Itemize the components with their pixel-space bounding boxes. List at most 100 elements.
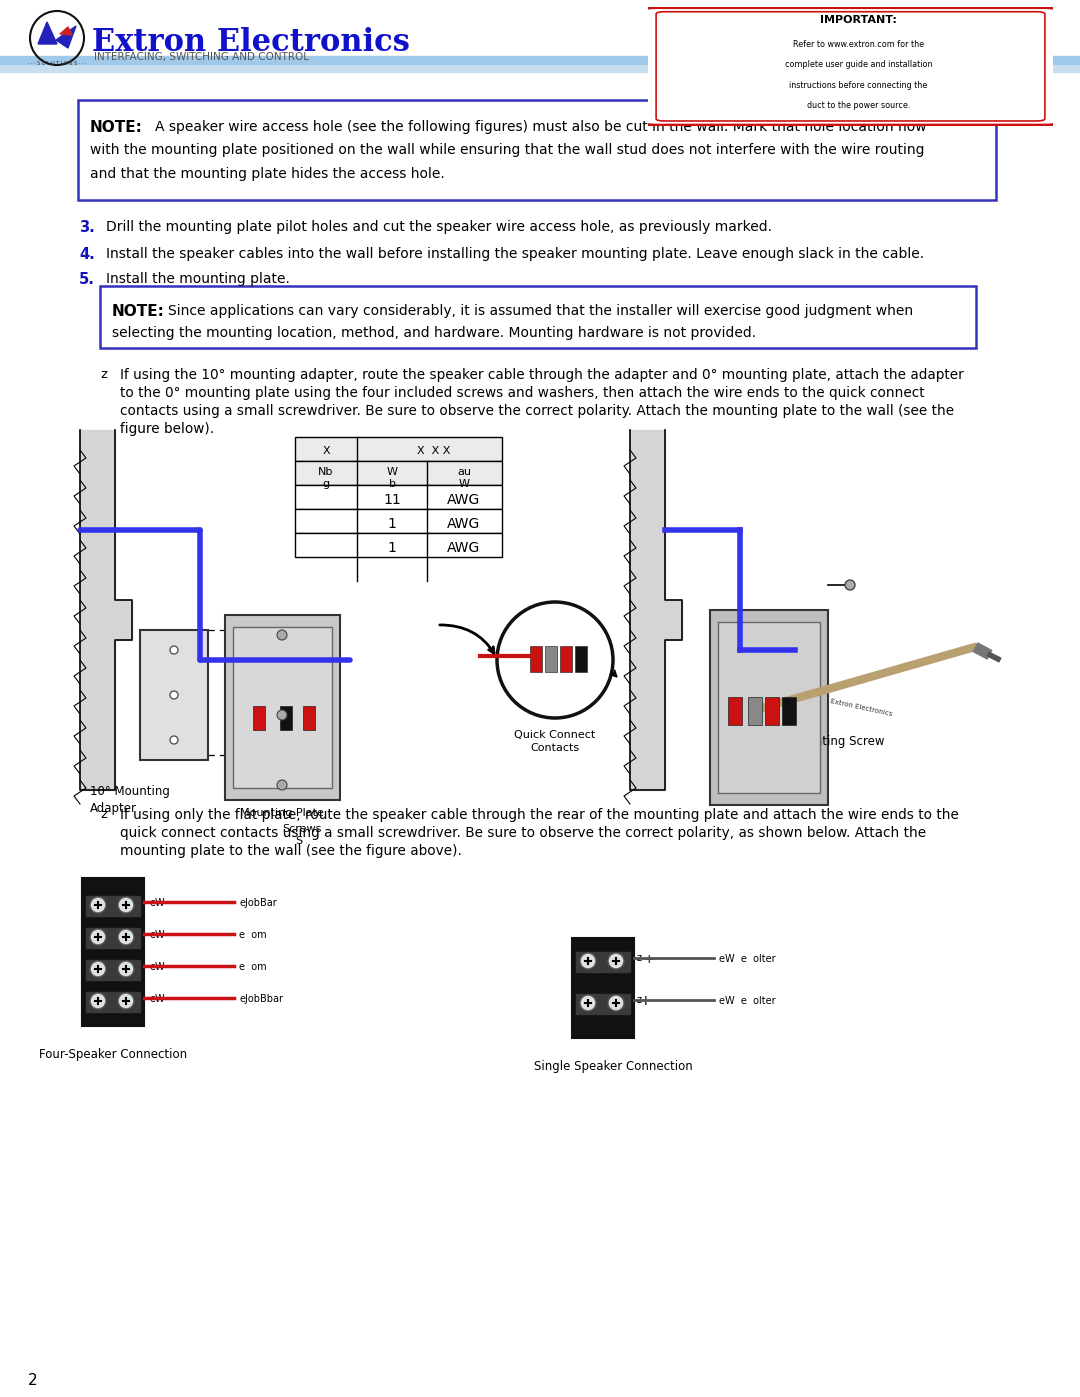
Circle shape [118,929,134,944]
Circle shape [276,630,287,640]
Bar [233,627,332,788]
Text: Mounting Plate: Mounting Plate [240,807,324,819]
Text: and that the mounting plate hides the access hole.: and that the mounting plate hides the ac… [90,168,445,182]
Text: 2: 2 [28,1373,38,1389]
Bar [545,645,557,672]
Bar [100,286,976,348]
Text: Refer to www.extron.com for the: Refer to www.extron.com for the [793,41,924,49]
Circle shape [170,736,178,745]
Bar [82,877,144,1025]
Text: Mounting Screw: Mounting Screw [789,735,885,747]
Text: · · · S O L U T I O N S · · ·: · · · S O L U T I O N S · · · [28,61,86,66]
Circle shape [90,993,106,1009]
Text: z: z [100,367,107,381]
Text: 4.: 4. [79,247,95,263]
Circle shape [118,961,134,977]
Text: Single Speaker Connection: Single Speaker Connection [534,1060,692,1073]
Text: eW: eW [149,995,164,1004]
Text: eJobBbar: eJobBbar [239,995,283,1004]
Polygon shape [56,27,76,47]
Polygon shape [60,27,72,35]
Circle shape [580,953,596,970]
Text: I: I [644,995,648,1009]
Bar [295,534,502,557]
Bar [140,630,208,760]
Bar [86,895,140,916]
Text: NOTE:: NOTE: [112,305,165,319]
Bar [78,101,996,200]
Polygon shape [630,430,681,789]
Bar [728,697,742,725]
Bar [782,697,796,725]
Text: eW: eW [149,963,164,972]
Text: If using the 10° mounting adapter, route the speaker cable through the adapter a: If using the 10° mounting adapter, route… [120,367,963,381]
Text: INTERFACING, SWITCHING AND CONTROL: INTERFACING, SWITCHING AND CONTROL [94,52,309,61]
Text: mounting plate to the wall (see the figure above).: mounting plate to the wall (see the figu… [120,844,462,858]
Text: Nb
g: Nb g [319,467,334,489]
Text: X  X X: X X X [417,446,450,455]
Text: quick connect contacts using a small screwdriver. Be sure to observe the correct: quick connect contacts using a small scr… [120,826,927,840]
Text: z: z [637,995,642,1004]
Text: W
b: W b [387,467,397,489]
Bar [748,697,762,725]
Text: 5.: 5. [79,272,95,286]
Text: Extron Electronics: Extron Electronics [831,698,893,717]
Text: X: X [322,446,329,455]
Circle shape [845,580,855,590]
Text: to the 0° mounting plate using the four included screws and washers, then attach: to the 0° mounting plate using the four … [120,386,924,400]
Text: If using only the flat plate, route the speaker cable through the rear of the mo: If using only the flat plate, route the … [120,807,959,821]
Bar [0,59,1080,73]
Bar [575,645,588,672]
Bar [295,461,502,485]
Bar [530,645,542,672]
Text: z: z [637,953,642,963]
Bar [572,937,634,1038]
Circle shape [276,780,287,789]
Circle shape [580,995,596,1011]
Text: eW  e  olter: eW e olter [719,954,775,964]
Text: NOTE:: NOTE: [90,120,143,136]
Circle shape [170,645,178,654]
Text: Install the mounting plate.: Install the mounting plate. [106,272,289,286]
Text: with the mounting plate positioned on the wall while ensuring that the wall stud: with the mounting plate positioned on th… [90,142,924,156]
Text: eW: eW [149,898,164,908]
Text: IMPORTANT:: IMPORTANT: [820,15,897,25]
Text: duct to the power source.: duct to the power source. [807,101,910,110]
Text: 10° Mounting
Adapter: 10° Mounting Adapter [90,785,170,814]
Text: Four-Speaker Connection: Four-Speaker Connection [39,1048,187,1060]
Text: AWG: AWG [447,541,481,555]
Circle shape [608,953,624,970]
Text: 1: 1 [388,517,396,531]
Bar [710,610,828,805]
Bar [280,705,292,731]
Bar [303,705,315,731]
Polygon shape [80,430,132,789]
Bar [295,437,502,461]
Text: instructions before connecting the: instructions before connecting the [789,81,928,89]
Text: e  om: e om [239,963,267,972]
FancyBboxPatch shape [639,7,1061,126]
Circle shape [608,995,624,1011]
Text: eJobBar: eJobBar [239,898,276,908]
Text: AWG: AWG [447,517,481,531]
Text: selecting the mounting location, method, and hardware. Mounting hardware is not : selecting the mounting location, method,… [112,326,756,339]
Circle shape [90,961,106,977]
Bar [295,485,502,509]
Text: 3.: 3. [79,219,95,235]
Bar [86,928,140,949]
Polygon shape [38,22,57,43]
Text: Screws
S: Screws S [282,824,322,847]
Circle shape [170,692,178,698]
Text: eW  e  olter: eW e olter [719,996,775,1006]
Bar [576,951,630,972]
Text: figure below).: figure below). [120,422,214,436]
Text: +: + [644,953,654,965]
Text: 1: 1 [388,541,396,555]
Bar [295,509,502,534]
Bar [0,56,1080,64]
Text: Since applications can vary considerably, it is assumed that the installer will : Since applications can vary considerably… [168,305,913,319]
Text: Extron Electronics: Extron Electronics [92,27,410,59]
Text: 11: 11 [383,493,401,507]
Circle shape [90,897,106,914]
Circle shape [497,602,613,718]
